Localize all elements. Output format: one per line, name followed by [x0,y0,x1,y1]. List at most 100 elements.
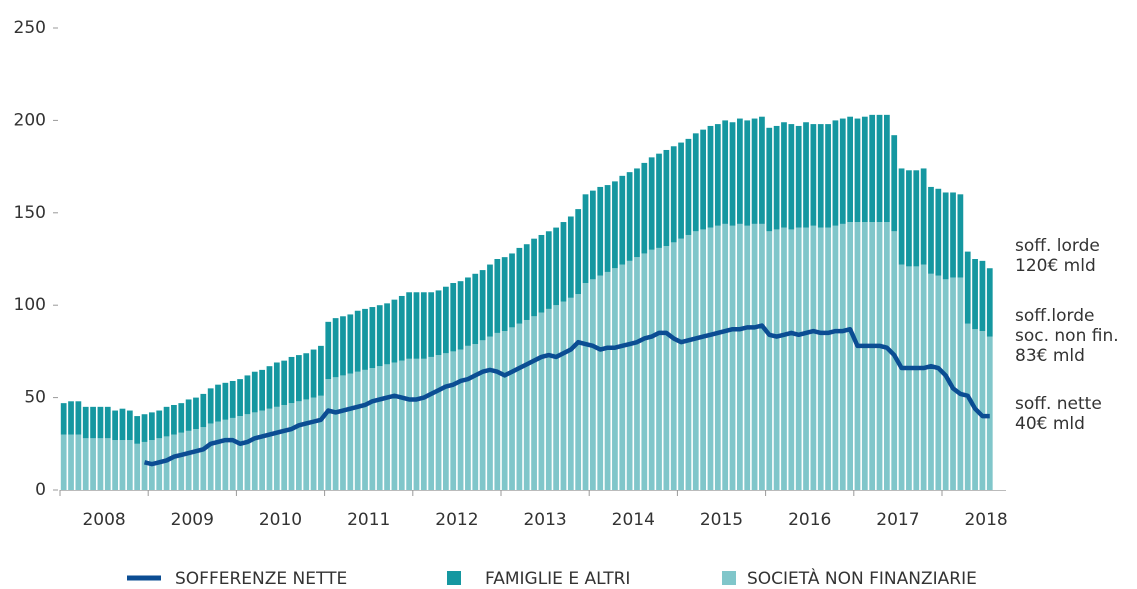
bar [891,135,898,232]
bar [891,231,898,490]
bar [494,332,501,490]
bar [68,434,74,490]
x-tick-label: 2018 [964,510,1007,530]
bar [781,227,787,491]
x-tick-label: 2009 [171,510,214,530]
bar [171,434,177,490]
bar [171,404,177,435]
bar [670,242,677,490]
bar [964,251,971,324]
bar [656,153,662,248]
bar [663,246,670,490]
bar [869,222,876,491]
bar [545,308,552,490]
bar [112,410,118,441]
bar [744,225,751,490]
x-tick-label: 2012 [435,510,478,530]
annotation: soff. lorde [1015,236,1100,256]
bar [413,358,420,490]
bar [318,395,324,490]
bar [420,358,427,490]
bar [553,227,559,306]
bar [435,355,442,490]
bar [134,443,141,490]
bar [141,441,148,490]
y-tick-label: 150 [14,203,46,223]
bar [950,192,956,278]
bar [707,227,714,491]
bar [825,227,831,491]
bar [626,172,633,261]
bar [457,349,464,490]
bar [810,225,817,490]
x-tick-label: 2013 [523,510,566,530]
bar [501,331,508,490]
bar [575,209,582,295]
bar [913,266,920,490]
bar [325,321,332,380]
bar [141,414,148,442]
bar [935,275,942,490]
bar [928,186,934,274]
bar [663,149,670,247]
bar [751,118,758,224]
bar [634,168,640,258]
bar [406,358,412,490]
bar [281,360,288,405]
bar [920,264,927,490]
bar [82,406,89,439]
bar [222,382,229,420]
bar [450,351,457,490]
annotation: soff. nette [1015,394,1102,414]
bar [707,125,714,228]
bar [163,406,170,437]
bar [443,353,449,490]
y-tick-label: 100 [14,295,46,315]
bar [648,157,655,250]
bar [773,125,780,230]
bar [979,260,986,332]
bar [832,120,839,226]
bar [472,273,479,345]
bar [60,403,67,435]
bar [443,286,449,354]
legend-label: SOCIETÀ NON FINANZIARIE [747,567,977,589]
bar [75,401,82,435]
bar [839,223,846,490]
bar [950,277,956,490]
bar [964,323,971,490]
bar [104,438,111,490]
bar [803,122,809,228]
bar [685,138,692,235]
bar [149,412,155,441]
bar [479,270,486,341]
bar [986,268,993,337]
bar [700,129,706,230]
bar [428,292,435,357]
bar [376,305,383,367]
bar [420,292,427,359]
x-tick-label: 2011 [347,510,390,530]
bar [641,253,648,490]
bar [273,362,280,407]
bar [251,412,258,490]
line [143,323,990,467]
bar [310,397,317,490]
bar [229,380,236,418]
bar [678,238,684,490]
bar [692,133,699,232]
bar [847,116,853,223]
bar [229,417,236,490]
bar [435,290,442,356]
bar [619,175,626,265]
bar [251,371,258,413]
bar [259,369,265,411]
bar [560,301,567,490]
bar [340,375,346,490]
bar [193,429,199,490]
bar [582,194,589,284]
bar [244,375,251,415]
bar [428,356,435,490]
bar [156,410,163,439]
